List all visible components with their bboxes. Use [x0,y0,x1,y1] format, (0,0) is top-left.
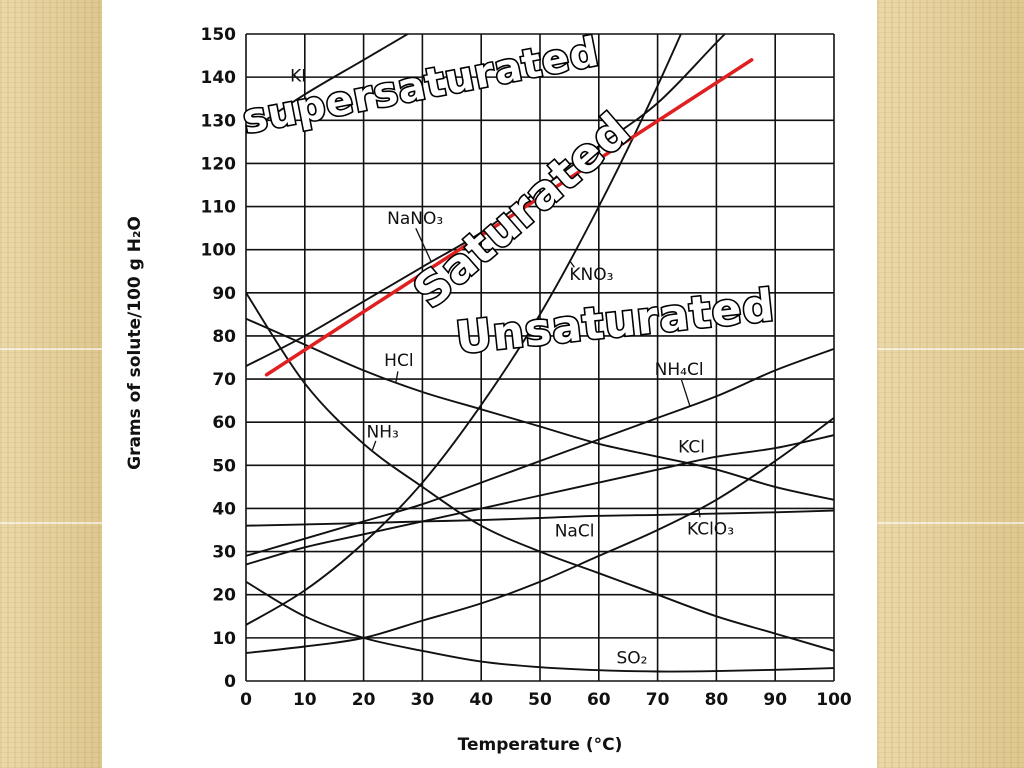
y-tick-label: 20 [212,586,236,606]
y-tick-label: 150 [201,25,237,45]
x-tick-label: 70 [646,690,670,710]
label-kclo3: KClO₃ [687,519,734,539]
label-ki: KI [290,66,306,86]
curve-nh3 [246,292,834,652]
label-nacl: NaCl [555,522,595,542]
y-tick-label: 40 [212,499,236,519]
curve-nacl [246,509,834,527]
y-tick-label: 130 [201,111,237,131]
x-tick-label: 20 [352,690,376,710]
x-tick-label: 60 [587,690,611,710]
curve-kclo3 [246,417,834,654]
saturation-boundary-line [264,58,754,377]
label-kcl: KCl [678,437,705,457]
y-tick-label: 90 [212,284,236,304]
curve-kno3 [246,34,682,626]
y-tick-label: 110 [201,198,237,218]
curve-nh4cl [246,348,834,557]
label-kno3: KNO₃ [569,265,613,285]
x-tick-label: 10 [293,690,317,710]
leader-line [680,379,691,407]
y-tick-label: 30 [212,543,236,563]
x-tick-label: 40 [469,690,493,710]
x-tick-label: 0 [240,690,252,710]
left-panel-seam [0,522,102,524]
y-tick-label: 10 [212,629,236,649]
x-tick-label: 30 [411,690,435,710]
x-tick-label: 100 [816,690,852,710]
solubility-curves [246,34,834,673]
y-tick-label: 80 [212,327,236,347]
x-axis-title: Temperature (°C) [458,735,623,755]
leader-line [698,508,701,518]
left-decorative-panel [0,0,102,768]
x-tick-label: 80 [705,690,729,710]
curve-nano3 [246,34,727,367]
curve-labels: KI NaNO₃ KNO₃ HCl NH₄Cl NH₃ KCl NaCl KClO₃ SO₂ [290,66,734,668]
leader-line [395,371,399,383]
right-panel-seam [877,522,1024,524]
axis-ticks: 0 10 20 30 40 50 60 70 80 90 100 0 10 20 30 40 50 60 70 80 9… [201,25,852,710]
label-nh4cl: NH₄Cl [655,360,704,380]
label-nano3: NaNO₃ [387,209,443,229]
leader-line [568,260,575,268]
y-tick-label: 0 [224,672,236,692]
label-nh3: NH₃ [367,422,399,442]
x-tick-label: 90 [763,690,787,710]
curve-so2 [246,580,834,673]
y-tick-label: 60 [212,413,236,433]
leader-line [371,440,377,451]
y-tick-label: 50 [212,456,236,476]
y-tick-label: 100 [201,241,237,261]
x-tick-label: 50 [528,690,552,710]
leader-line [415,228,432,262]
y-axis-title: Grams of solute/100 g H₂O [125,216,145,470]
curve-hcl [246,317,834,501]
grid [245,33,835,682]
left-panel-seam [0,348,102,350]
y-tick-label: 140 [201,68,237,88]
right-panel-seam [877,348,1024,350]
curve-kcl [246,434,834,566]
y-tick-label: 70 [212,370,236,390]
curve-ki [246,34,410,134]
label-hcl: HCl [384,351,413,371]
label-so2: SO₂ [616,649,647,669]
right-decorative-panel [877,0,1024,768]
y-tick-label: 120 [201,154,237,174]
